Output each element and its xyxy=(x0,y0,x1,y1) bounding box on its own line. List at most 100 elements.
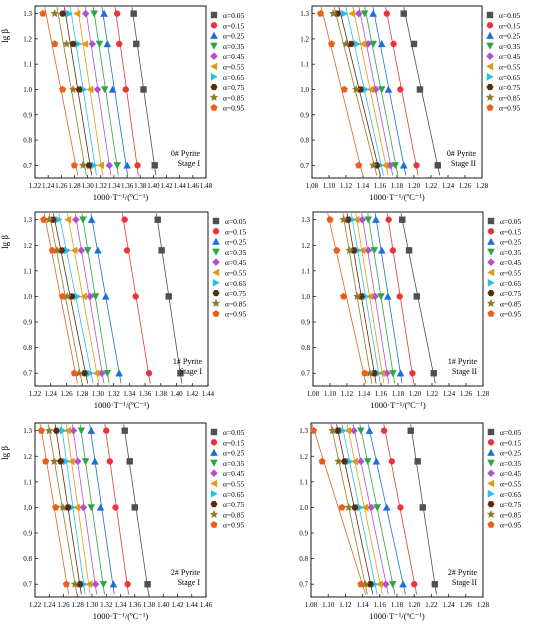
data-point xyxy=(86,85,94,94)
legend-label: α=0.75 xyxy=(225,289,247,298)
series-9 xyxy=(44,424,80,595)
chart-panel-3: 1.22 1.24 1.26 1.28 1.30 1.32 1.34 1.36 1.38 1.40… xyxy=(0,211,247,410)
y-tick-label: 1.0 xyxy=(23,293,32,301)
y-tick-label: 0.9 xyxy=(299,530,308,538)
data-point xyxy=(79,503,88,512)
x-tick-label: 1.16 xyxy=(374,182,387,190)
data-point xyxy=(352,215,360,224)
data-point xyxy=(87,215,96,223)
data-point xyxy=(70,161,79,169)
data-point xyxy=(416,86,424,93)
legend-marker xyxy=(210,479,218,488)
data-point xyxy=(144,581,151,588)
data-point xyxy=(62,580,70,588)
data-point xyxy=(57,458,65,465)
legend-marker xyxy=(210,11,218,19)
legend-marker xyxy=(212,258,220,267)
x-tick-label: 1.28 xyxy=(477,390,490,398)
series-3 xyxy=(365,424,407,595)
y-tick-label: 1.0 xyxy=(300,86,309,94)
y-tick-label: 0.9 xyxy=(23,111,32,119)
data-point xyxy=(338,503,346,511)
data-point xyxy=(339,215,348,224)
legend-marker xyxy=(210,31,218,39)
x-axis-label: 1000·T⁻¹/(ºC⁻¹) xyxy=(369,611,425,621)
legend-label: α=0.85 xyxy=(223,93,245,102)
data-point xyxy=(334,427,342,434)
legend-marker xyxy=(487,469,495,478)
legend-marker xyxy=(209,92,219,102)
legend-label: α=0.15 xyxy=(500,438,522,447)
data-point xyxy=(354,9,363,18)
y-axis-label: lg β xyxy=(0,446,10,460)
y-tick-label: 1.1 xyxy=(301,267,310,275)
data-point xyxy=(328,426,337,435)
legend-label: α=0.75 xyxy=(500,289,522,298)
y-tick-label: 0.9 xyxy=(23,530,32,538)
x-tick-label: 1.24 xyxy=(43,601,56,609)
x-tick-label: 1.36 xyxy=(121,182,134,190)
legend-marker xyxy=(487,479,495,488)
data-point xyxy=(91,580,100,589)
data-point xyxy=(375,580,383,589)
x-tick-label: 1.22 xyxy=(425,601,438,609)
x-tick-label: 1.18 xyxy=(391,182,404,190)
data-point xyxy=(124,581,131,588)
data-point xyxy=(353,40,361,48)
legend-label: α=0.05 xyxy=(223,11,245,20)
annotation-stage: Stage I xyxy=(178,159,201,168)
data-point xyxy=(361,503,369,512)
data-point xyxy=(341,39,351,48)
data-point xyxy=(99,581,108,589)
x-tick-label: 1.36 xyxy=(129,601,142,609)
data-point xyxy=(154,216,161,223)
data-point xyxy=(63,426,71,435)
series-10 xyxy=(326,213,369,384)
data-point xyxy=(389,247,397,254)
data-point xyxy=(413,293,420,300)
legend-marker xyxy=(487,439,495,446)
series-10 xyxy=(39,7,79,176)
legend-marker xyxy=(487,520,495,528)
data-point xyxy=(151,162,158,169)
data-point xyxy=(357,427,365,435)
legend-marker xyxy=(212,217,220,225)
legend-label: α=0.25 xyxy=(500,449,522,458)
data-point xyxy=(40,215,48,223)
data-point xyxy=(42,457,50,465)
x-tick-label: 1.22 xyxy=(29,601,42,609)
legend-marker xyxy=(210,459,218,467)
series-8 xyxy=(52,424,84,595)
series-1 xyxy=(130,7,158,176)
data-point xyxy=(397,504,404,511)
data-point xyxy=(52,427,60,434)
data-point xyxy=(121,427,128,434)
data-point xyxy=(318,457,326,465)
legend-label: α=0.15 xyxy=(499,21,521,30)
data-point xyxy=(113,162,122,170)
legend-marker xyxy=(212,290,220,297)
data-point xyxy=(344,502,354,512)
series-9 xyxy=(50,7,88,176)
legend-label: α=0.45 xyxy=(500,258,522,267)
x-tick-label: 1.46 xyxy=(200,601,213,609)
data-point xyxy=(333,246,341,254)
data-point xyxy=(90,10,99,18)
x-tick-label: 1.38 xyxy=(134,182,147,190)
x-tick-label: 1.10 xyxy=(323,182,336,190)
x-tick-label: 1.30 xyxy=(92,390,105,398)
series-7 xyxy=(55,213,94,384)
legend-label: α=0.35 xyxy=(499,42,521,51)
series-6 xyxy=(344,424,383,595)
data-point xyxy=(81,458,90,466)
series-6 xyxy=(352,213,386,384)
series-9 xyxy=(328,7,378,176)
legend-marker xyxy=(210,84,218,91)
series-3 xyxy=(369,7,408,176)
data-point xyxy=(340,292,348,300)
annotation-stage: Stage I xyxy=(178,578,201,587)
data-point xyxy=(131,504,138,511)
series-5 xyxy=(69,424,100,595)
series-5 xyxy=(350,424,390,595)
legend-marker xyxy=(486,509,496,519)
